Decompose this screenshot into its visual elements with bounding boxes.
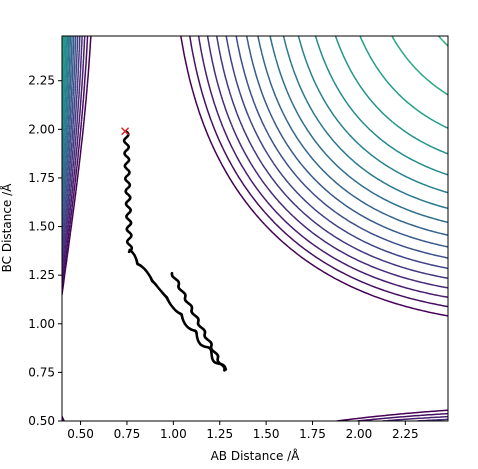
- x-tick-label: 1.25: [206, 427, 233, 441]
- x-axis-ticks: 0.50 0.75 1.00 1.25 1.50 1.75 2.00 2.25: [67, 421, 419, 441]
- y-tick-label: 2.00: [28, 122, 55, 136]
- contour-level: [62, 36, 448, 421]
- contour-level: [62, 36, 448, 210]
- x-tick-label: 0.50: [67, 427, 94, 441]
- y-tick-label: 1.75: [28, 171, 55, 185]
- contour-level: [437, 36, 448, 47]
- x-tick-label: 2.00: [346, 427, 373, 441]
- y-tick-label: 1.50: [28, 220, 55, 234]
- contour-lines: [62, 36, 448, 421]
- y-tick-label: 1.00: [28, 317, 55, 331]
- y-tick-label: 2.25: [28, 74, 55, 88]
- contour-level: [62, 36, 448, 248]
- trajectory: [122, 130, 228, 372]
- plot-area: [62, 36, 448, 421]
- contour-level: [62, 36, 448, 421]
- contour-level: [62, 36, 448, 280]
- y-tick-label: 1.25: [28, 268, 55, 282]
- x-tick-label: 0.75: [114, 427, 141, 441]
- x-tick-label: 1.50: [253, 427, 280, 441]
- y-axis-ticks: 0.50 0.75 1.00 1.25 1.50 1.75 2.00 2.25: [28, 74, 62, 428]
- contour-level: [62, 36, 448, 236]
- axes-frame: [61, 35, 449, 422]
- y-tick-label: 0.75: [28, 365, 55, 379]
- trajectory-point: [170, 271, 174, 275]
- start-marker-x: [121, 127, 130, 136]
- start-marker: [121, 127, 130, 136]
- contour-level: [62, 36, 448, 270]
- x-tick-label: 1.00: [160, 427, 187, 441]
- contour-level: [62, 36, 448, 259]
- x-tick-label: 1.75: [299, 427, 326, 441]
- x-tick-label: 2.25: [392, 427, 419, 441]
- x-axis-label: AB Distance /Å: [211, 448, 301, 463]
- y-tick-label: 0.50: [28, 414, 55, 428]
- y-axis-label: BC Distance /Å: [0, 183, 14, 273]
